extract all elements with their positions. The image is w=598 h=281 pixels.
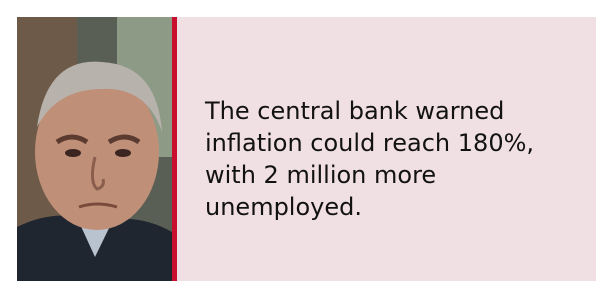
portrait-photo [17, 17, 172, 281]
quote-line: with 2 million more [205, 159, 534, 191]
page: The central bank warned inflation could … [0, 0, 598, 281]
quote-panel: The central bank warned inflation could … [177, 17, 596, 281]
quote-line: unemployed. [205, 191, 534, 223]
quote-card: The central bank warned inflation could … [17, 17, 596, 281]
quote-text: The central bank warned inflation could … [205, 95, 534, 223]
quote-line: inflation could reach 180%, [205, 127, 534, 159]
quote-line: The central bank warned [205, 95, 534, 127]
